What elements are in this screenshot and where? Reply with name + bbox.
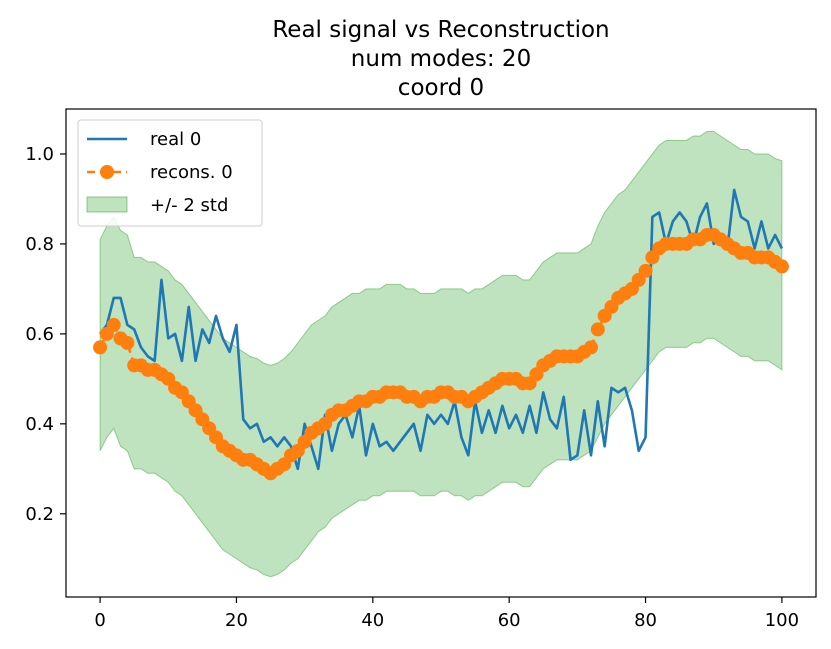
real-series-layer bbox=[99, 188, 784, 471]
y-tick-label: 1.0 bbox=[25, 144, 54, 165]
recons-point bbox=[590, 322, 605, 337]
recons-point bbox=[93, 340, 108, 355]
chart-title-line-3: coord 0 bbox=[398, 75, 484, 101]
x-tick-label: 40 bbox=[361, 610, 384, 631]
recons-point bbox=[774, 259, 789, 274]
std-band-area bbox=[99, 130, 783, 578]
legend: real 0 recons. 0 +/- 2 std bbox=[77, 119, 263, 227]
legend-real-label: real 0 bbox=[150, 129, 201, 150]
x-tick-label: 80 bbox=[634, 610, 657, 631]
legend-band-label: +/- 2 std bbox=[150, 195, 228, 216]
chart-title-line-1: Real signal vs Reconstruction bbox=[272, 17, 609, 43]
chart-title-line-2: num modes: 20 bbox=[351, 46, 531, 72]
recons-series-layer bbox=[93, 227, 789, 481]
x-axis-ticks: 0 20 40 60 80 100 bbox=[94, 597, 799, 631]
y-tick-label: 0.4 bbox=[25, 414, 54, 435]
recons-point bbox=[106, 317, 121, 332]
x-tick-label: 60 bbox=[498, 610, 521, 631]
legend-recons-marker bbox=[100, 165, 114, 179]
y-tick-label: 0.2 bbox=[25, 504, 54, 525]
real-series-line bbox=[99, 188, 784, 471]
y-axis-ticks: 0.2 0.4 0.6 0.8 1.0 bbox=[25, 144, 66, 525]
std-band-layer bbox=[99, 130, 783, 578]
legend-band-swatch bbox=[86, 196, 128, 213]
x-tick-label: 0 bbox=[94, 610, 105, 631]
axes-frame bbox=[65, 108, 817, 598]
recons-point bbox=[584, 340, 598, 355]
y-tick-label: 0.6 bbox=[25, 324, 54, 345]
x-tick-label: 100 bbox=[765, 610, 799, 631]
legend-recons-label: recons. 0 bbox=[150, 162, 233, 183]
x-tick-label: 20 bbox=[225, 610, 248, 631]
y-tick-label: 0.8 bbox=[25, 234, 54, 255]
recons-point bbox=[120, 335, 135, 350]
legend-box bbox=[77, 119, 263, 227]
recons-point bbox=[638, 263, 653, 278]
